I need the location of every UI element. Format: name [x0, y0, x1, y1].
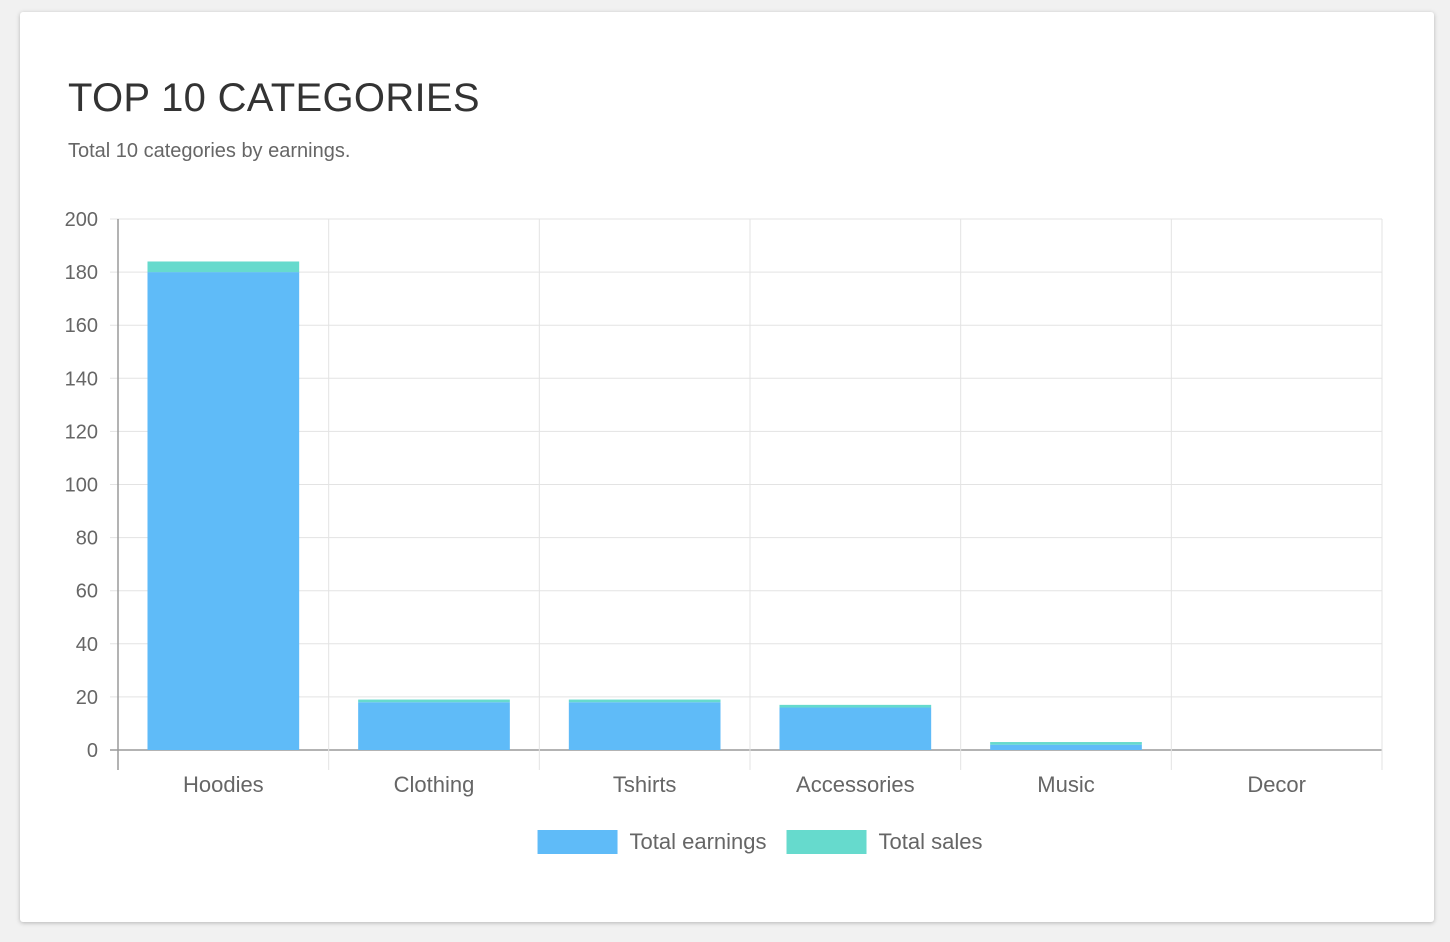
card-title: TOP 10 CATEGORIES: [68, 76, 480, 120]
y-tick-label: 120: [65, 421, 98, 443]
x-tick-label: Tshirts: [613, 772, 677, 797]
chart-card: TOP 10 CATEGORIES Total 10 categories by…: [20, 12, 1434, 922]
bar-music-series-1[interactable]: [990, 742, 1142, 745]
x-tick-labels: Hoodies Clothing Tshirts Accessories Music De…: [183, 772, 1306, 797]
bar-hoodies-series-1[interactable]: [147, 261, 300, 273]
bar-music-series-0[interactable]: [990, 744, 1142, 750]
y-tick-label: 60: [76, 581, 98, 603]
y-tick-label: 0: [87, 740, 98, 762]
bars: [147, 261, 1142, 750]
bar-tshirts-series-0[interactable]: [568, 702, 721, 750]
y-tick-label: 200: [65, 209, 98, 231]
x-tick-label: Accessories: [796, 772, 915, 797]
legend: Total earnings Total sales: [537, 829, 983, 854]
legend-label[interactable]: Total earnings: [630, 829, 767, 854]
bar-hoodies-series-0[interactable]: [147, 272, 300, 750]
bar-clothing-series-1[interactable]: [358, 699, 510, 703]
legend-swatch[interactable]: [537, 830, 618, 854]
y-tick-labels: 0 20 40 60 80 100 120 140 160 180 200: [65, 209, 98, 762]
bar-accessories-series-1[interactable]: [779, 704, 932, 708]
y-tick-label: 80: [76, 528, 98, 550]
y-tick-label: 100: [65, 475, 98, 497]
y-tick-label: 180: [65, 262, 98, 284]
bar-accessories-series-0[interactable]: [779, 707, 932, 750]
y-tick-label: 40: [76, 634, 98, 656]
x-tick-label: Clothing: [394, 772, 475, 797]
y-tick-label: 140: [65, 368, 98, 390]
legend-label[interactable]: Total sales: [879, 829, 983, 854]
x-tick-label: Music: [1037, 772, 1094, 797]
legend-swatch[interactable]: [786, 830, 867, 854]
grid-lines: [110, 218, 1383, 770]
bar-chart: 0 20 40 60 80 100 120 140 160 180 200 Hoodies Cloth…: [65, 209, 1383, 854]
bar-clothing-series-0[interactable]: [358, 702, 510, 750]
y-tick-label: 160: [65, 315, 98, 337]
x-tick-label: Decor: [1247, 772, 1306, 797]
bar-tshirts-series-1[interactable]: [568, 699, 721, 703]
x-tick-label: Hoodies: [183, 772, 264, 797]
y-tick-label: 20: [76, 687, 98, 709]
card-subtitle: Total 10 categories by earnings.: [68, 140, 351, 162]
